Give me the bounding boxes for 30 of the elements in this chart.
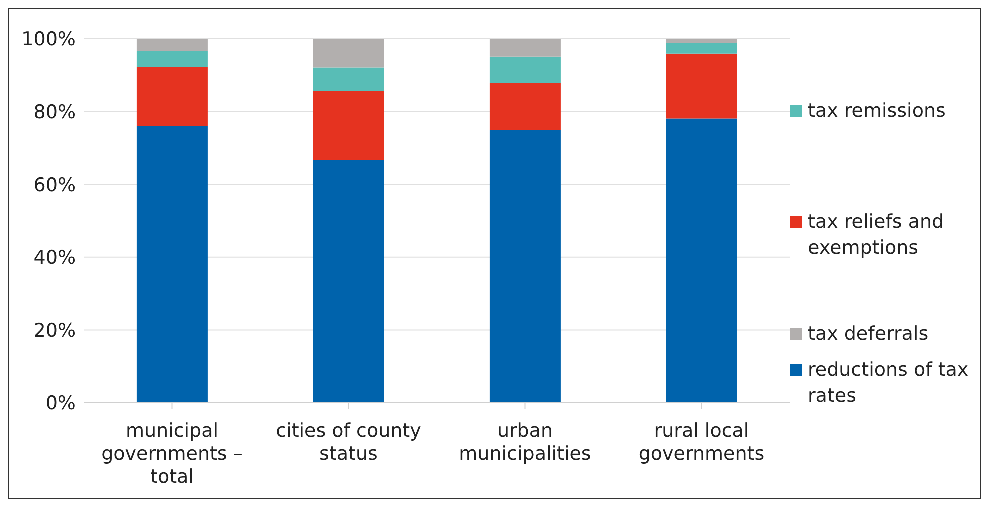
bar (490, 83, 561, 130)
bar (313, 39, 384, 68)
bar (313, 68, 384, 92)
y-tick-label: 100% (22, 28, 76, 51)
y-tick-label: 80% (34, 102, 76, 124)
bar (490, 39, 561, 57)
bar (313, 160, 384, 403)
bar (666, 118, 738, 403)
x-tick-label: rural local governments (638, 420, 765, 465)
y-tick-label: 20% (34, 320, 76, 342)
bar (490, 130, 561, 403)
x-tick-label: urban municipalities (459, 420, 592, 465)
x-tick-label: municipal governments – total (102, 420, 243, 488)
x-tick-label: cities of county status (276, 420, 422, 465)
bar (313, 91, 384, 160)
bar (136, 126, 208, 403)
bar (666, 39, 738, 44)
y-tick-label: 60% (34, 174, 76, 196)
y-tick-label: 0% (46, 392, 76, 415)
bar (490, 56, 561, 84)
legend-label: tax remissions (808, 99, 946, 124)
bar (136, 51, 208, 68)
legend-label: tax reliefs and exemptions (808, 210, 946, 261)
bar (136, 39, 208, 52)
bar (136, 67, 208, 126)
legend-label: tax deferrals (808, 322, 929, 347)
legend-label: reductions of tax rates (808, 358, 970, 409)
y-tick-label: 40% (34, 247, 76, 270)
bar (666, 54, 738, 119)
bar (666, 43, 738, 54)
